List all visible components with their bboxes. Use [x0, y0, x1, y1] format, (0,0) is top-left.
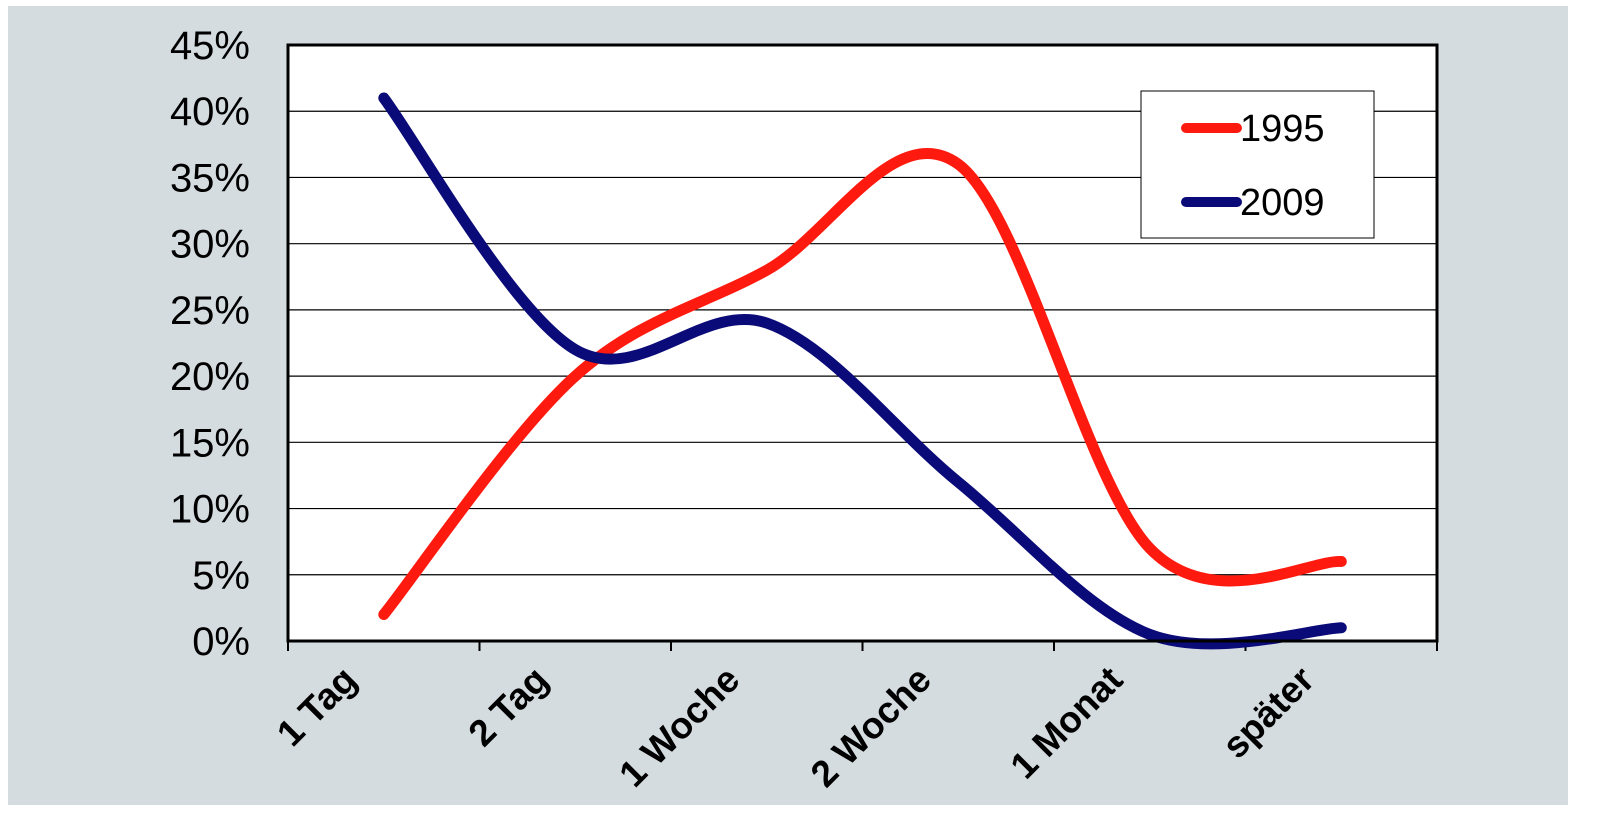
y-tick-label: 20%: [170, 355, 250, 399]
y-axis-tick-labels: 0% 5% 10% 15% 20% 25% 30% 35% 40% 45%: [170, 24, 250, 664]
legend: 1995 2009: [1140, 90, 1375, 239]
y-tick-label: 25%: [170, 289, 250, 333]
x-axis-tick-labels: 1 Tag 2 Tag 1 Woche 2 Woche 1 Monat später: [269, 659, 1322, 795]
x-tick-label: 2 Tag: [461, 659, 556, 754]
x-tick-label: 1 Monat: [1003, 659, 1131, 787]
y-tick-label: 10%: [170, 488, 250, 532]
x-tick-label: 2 Woche: [803, 659, 939, 795]
legend-box: [1140, 90, 1375, 239]
x-tick-label: später: [1214, 659, 1322, 767]
y-tick-label: 5%: [192, 554, 250, 598]
y-tick-label: 30%: [170, 223, 250, 267]
legend-label-2009: 2009: [1240, 182, 1325, 224]
x-tick-label: 1 Tag: [269, 659, 364, 754]
x-axis-tick-marks: [287, 641, 1438, 651]
series-line-2009: [378, 92, 1347, 650]
y-tick-label: 15%: [170, 421, 250, 465]
plot-border: [286, 43, 1439, 643]
y-tick-label: 35%: [170, 156, 250, 200]
series-line-1995: [378, 148, 1347, 620]
y-tick-label: 0%: [192, 620, 250, 664]
legend-label-1995: 1995: [1240, 108, 1325, 150]
x-tick-label: 1 Woche: [611, 659, 747, 795]
y-tick-label: 45%: [170, 24, 250, 68]
series-lines: [378, 92, 1347, 650]
y-tick-label: 40%: [170, 90, 250, 134]
